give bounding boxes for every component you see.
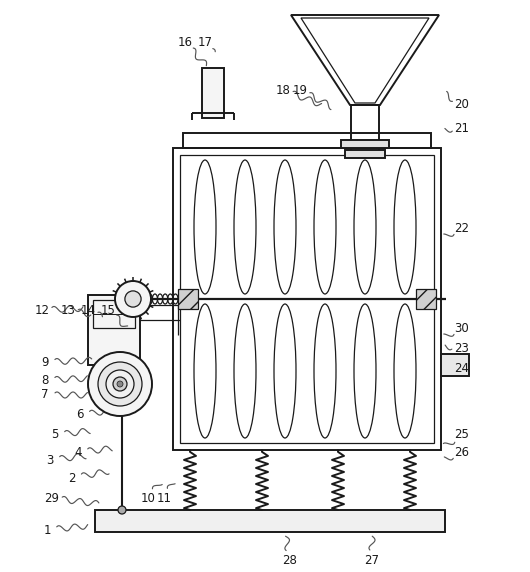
Bar (93, 300, 135, 328)
Bar (95, 510, 445, 532)
Text: 28: 28 (282, 554, 297, 566)
Text: 30: 30 (455, 321, 470, 335)
Circle shape (113, 377, 127, 391)
Bar (173, 148, 441, 450)
Bar (441, 354, 469, 376)
Text: 2: 2 (68, 471, 76, 484)
Text: 15: 15 (101, 304, 116, 316)
Text: 9: 9 (41, 356, 49, 368)
Text: 8: 8 (41, 374, 49, 387)
Bar (416, 289, 436, 309)
Circle shape (125, 291, 141, 307)
Circle shape (106, 370, 134, 398)
Text: 21: 21 (455, 121, 470, 134)
Text: 10: 10 (140, 491, 155, 505)
Text: 19: 19 (293, 84, 307, 97)
Bar (351, 105, 379, 155)
Text: 5: 5 (51, 428, 59, 442)
Text: 18: 18 (276, 84, 290, 97)
Text: 27: 27 (365, 554, 379, 566)
Circle shape (118, 506, 126, 514)
Text: 12: 12 (34, 304, 49, 316)
Bar (178, 289, 198, 309)
Text: 24: 24 (455, 362, 470, 375)
Bar (202, 68, 224, 118)
Circle shape (88, 352, 152, 416)
Text: 29: 29 (45, 491, 59, 505)
Text: 1: 1 (43, 523, 51, 537)
Bar (183, 133, 431, 148)
Text: 11: 11 (156, 491, 172, 505)
Circle shape (98, 362, 142, 406)
Bar (345, 150, 385, 158)
Text: 7: 7 (41, 388, 49, 402)
Text: 20: 20 (455, 98, 470, 112)
Circle shape (117, 381, 123, 387)
Text: 3: 3 (46, 454, 54, 467)
Circle shape (115, 281, 151, 317)
Text: 26: 26 (455, 447, 470, 459)
Text: 16: 16 (178, 35, 192, 49)
Text: 13: 13 (60, 304, 75, 316)
Bar (341, 140, 389, 148)
Text: 6: 6 (76, 408, 84, 422)
Text: 14: 14 (81, 304, 95, 316)
Bar (180, 155, 434, 443)
Text: 23: 23 (455, 341, 470, 355)
Bar (88, 295, 140, 365)
Text: 22: 22 (455, 221, 470, 235)
Text: 17: 17 (198, 35, 213, 49)
Text: 25: 25 (455, 428, 470, 442)
Text: 4: 4 (74, 446, 82, 459)
